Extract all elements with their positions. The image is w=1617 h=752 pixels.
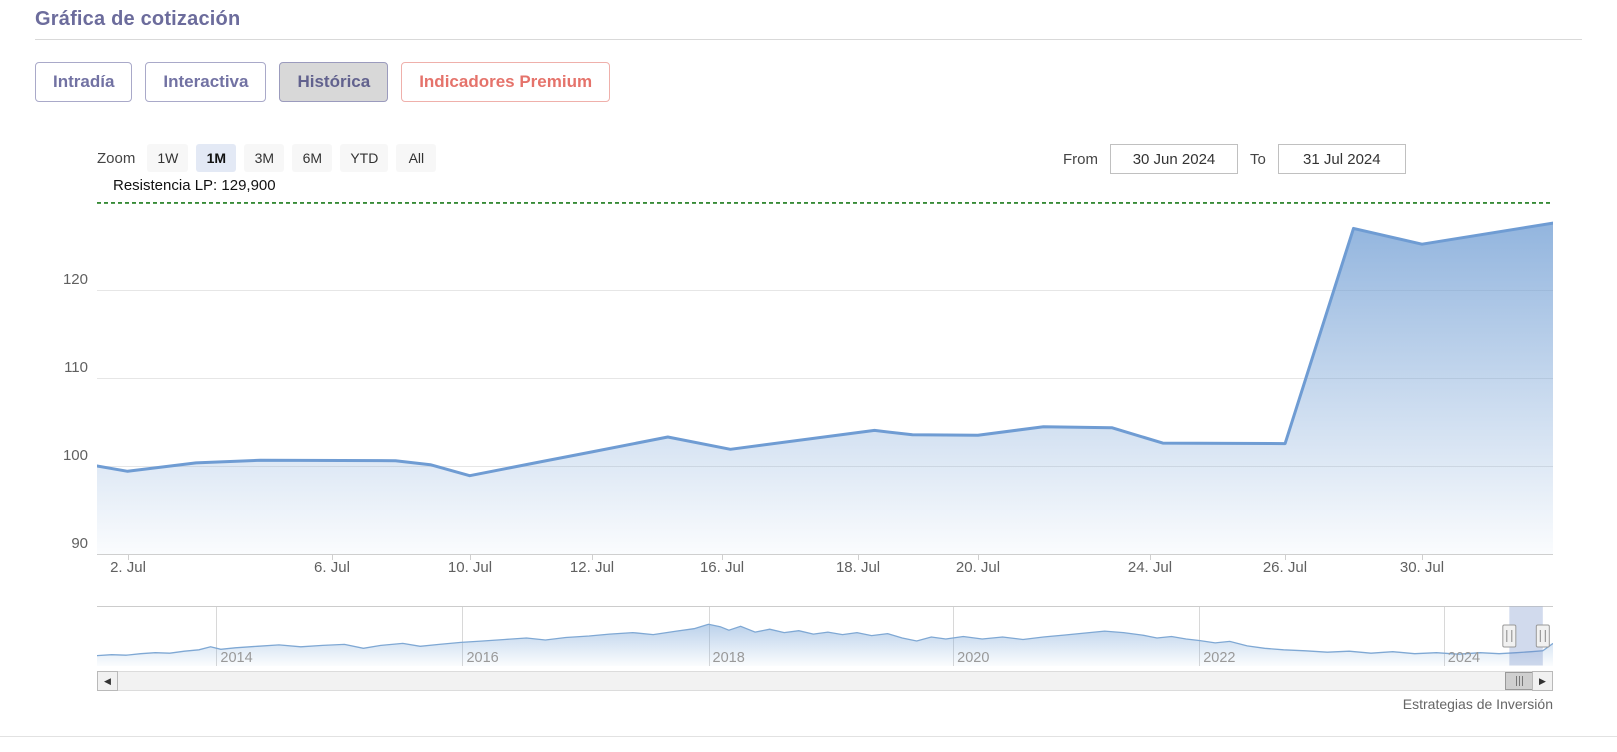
navigator-right-handle[interactable] bbox=[1535, 624, 1550, 648]
price-area bbox=[97, 223, 1553, 554]
price-line bbox=[97, 221, 1553, 478]
x-axis-label-18-jul: 18. Jul bbox=[835, 559, 881, 576]
y-axis-label-90: 90 bbox=[71, 535, 88, 552]
y-axis-label-120: 120 bbox=[62, 271, 88, 288]
scrollbar-right-arrow-icon[interactable]: ▶ bbox=[1532, 671, 1553, 691]
navigator-year-label: 2024 bbox=[1448, 650, 1480, 666]
bottom-divider bbox=[0, 736, 1617, 737]
navigator-year-label: 2018 bbox=[713, 650, 745, 666]
x-axis-label-16-jul: 16. Jul bbox=[699, 559, 745, 576]
scrollbar-thumb[interactable] bbox=[1505, 672, 1533, 690]
zoom-button-all[interactable]: All bbox=[396, 144, 437, 172]
date-range-group: From To bbox=[1063, 144, 1406, 174]
x-axis-label-26-jul: 26. Jul bbox=[1262, 559, 1308, 576]
navigator-year-label: 2014 bbox=[220, 650, 252, 666]
zoom-button-1m[interactable]: 1M bbox=[196, 144, 237, 172]
navigator-left-handle[interactable] bbox=[1502, 624, 1517, 648]
main-chart-svg[interactable] bbox=[97, 186, 1553, 566]
title-divider bbox=[35, 39, 1582, 40]
y-axis-label-100: 100 bbox=[62, 447, 88, 464]
x-axis-label-24-jul: 24. Jul bbox=[1127, 559, 1173, 576]
x-axis-label-2-jul: 2. Jul bbox=[110, 559, 146, 576]
scrollbar-left-arrow-icon[interactable]: ◀ bbox=[97, 671, 118, 691]
tab-interactiva[interactable]: Interactiva bbox=[145, 62, 267, 103]
chart-attribution: Estrategias de Inversión bbox=[1402, 696, 1553, 712]
tabs-row: Intradía Interactiva Histórica Indicadores … bbox=[35, 62, 611, 103]
tab-indicadores-premium[interactable]: Indicadores Premium bbox=[401, 62, 611, 103]
from-date-input[interactable] bbox=[1110, 144, 1238, 174]
range-selector: Zoom 1W 1M 3M 6M YTD All bbox=[97, 144, 437, 172]
zoom-buttons: 1W 1M 3M 6M YTD All bbox=[147, 144, 437, 172]
zoom-button-3m[interactable]: 3M bbox=[244, 144, 285, 172]
page-title: Gráfica de cotización bbox=[35, 8, 241, 30]
x-axis-label-20-jul: 20. Jul bbox=[955, 559, 1001, 576]
tab-historica[interactable]: Histórica bbox=[279, 62, 389, 103]
x-axis-label-6-jul: 6. Jul bbox=[314, 559, 350, 576]
navigator-year-label: 2020 bbox=[957, 650, 989, 666]
to-label: To bbox=[1250, 150, 1266, 168]
x-axis-label-30-jul: 30. Jul bbox=[1399, 559, 1445, 576]
resistance-annotation-label: Resistencia LP: 129,900 bbox=[113, 177, 276, 194]
navigator-area bbox=[97, 624, 1553, 666]
navigator-svg[interactable]: 2014 2016 2018 2020 2022 2024 bbox=[97, 606, 1553, 666]
x-axis-label-12-jul: 12. Jul bbox=[569, 559, 615, 576]
navigator-year-label: 2016 bbox=[466, 650, 498, 666]
zoom-button-6m[interactable]: 6M bbox=[292, 144, 333, 172]
x-axis-label-10-jul: 10. Jul bbox=[447, 559, 493, 576]
zoom-button-1w[interactable]: 1W bbox=[147, 144, 189, 172]
navigator-scrollbar: ◀ ▶ bbox=[97, 671, 1553, 691]
zoom-button-ytd[interactable]: YTD bbox=[340, 144, 389, 172]
from-label: From bbox=[1063, 150, 1098, 168]
navigator-line bbox=[97, 623, 1553, 657]
to-date-input[interactable] bbox=[1277, 144, 1406, 174]
zoom-label: Zoom bbox=[97, 149, 136, 167]
navigator-year-label: 2022 bbox=[1203, 650, 1235, 666]
tab-intradia[interactable]: Intradía bbox=[35, 62, 133, 103]
y-axis-label-110: 110 bbox=[64, 359, 88, 376]
